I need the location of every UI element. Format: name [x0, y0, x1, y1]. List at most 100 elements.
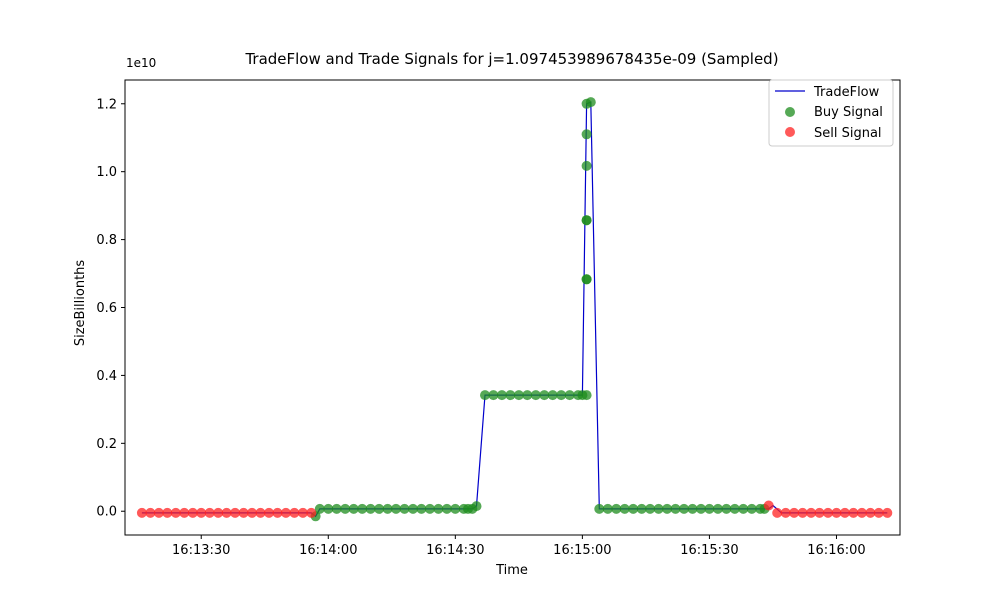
sell-signal-point [280, 507, 291, 518]
buy-signal-point [581, 274, 592, 285]
sell-signal-point [814, 507, 825, 518]
buy-signal-point [357, 503, 368, 514]
sell-signal-point [238, 507, 249, 518]
sell-signal-point [179, 507, 190, 518]
buy-signal-point [687, 503, 698, 514]
buy-signal-point [323, 503, 334, 514]
y-offset-label: 1e10 [126, 56, 156, 70]
buy-signal-point [496, 390, 507, 401]
buy-signal-point [314, 503, 325, 514]
sell-signal-point [806, 507, 817, 518]
buy-signal-point [581, 390, 592, 401]
legend-buy-label: Buy Signal [814, 105, 883, 120]
sell-signal-point [797, 507, 808, 518]
buy-signal-point [522, 390, 533, 401]
buy-signal-point [471, 501, 482, 512]
y-tick-label: 1.0 [96, 165, 117, 180]
buy-signal-point [602, 503, 613, 514]
buy-signal-point [539, 390, 550, 401]
buy-signal-point [581, 160, 592, 171]
sell-signal-point [823, 507, 833, 518]
sell-signal-point [272, 507, 283, 518]
sell-signal-point [204, 507, 215, 518]
y-tick-label: 1.2 [96, 97, 117, 112]
sell-signal-point [780, 507, 791, 518]
chart-title: TradeFlow and Trade Signals for j=1.0974… [244, 50, 778, 68]
sell-signal-point [831, 507, 842, 518]
buy-signal-point [712, 503, 723, 514]
legend-sell-swatch [785, 127, 795, 137]
buy-signal-point [619, 503, 630, 514]
buy-signal-point [556, 390, 567, 401]
sell-signal-point [289, 507, 300, 518]
sell-signal-point [162, 507, 173, 518]
buy-signal-point [729, 503, 740, 514]
legend: TradeFlow Buy Signal Sell Signal [768, 79, 894, 147]
buy-signal-point [636, 503, 647, 514]
sell-signal-point [789, 507, 800, 518]
sell-signal-point [297, 507, 308, 518]
sell-signal-point [196, 507, 207, 518]
x-tick-label: 16:15:30 [680, 543, 738, 558]
buy-signal-point [581, 129, 592, 140]
buy-signal-point [488, 390, 499, 401]
buy-signal-point [416, 503, 427, 514]
sell-signal-point [873, 507, 884, 518]
buy-signal-point [441, 503, 452, 514]
plot-area [136, 97, 893, 522]
buy-signal-point [662, 503, 673, 514]
sell-signal-point [145, 507, 156, 518]
buy-signal-point [594, 503, 605, 514]
buy-signal-point [738, 503, 749, 514]
sell-signal-point [247, 507, 257, 518]
buy-signal-point [505, 390, 516, 401]
buy-signal-point [382, 503, 393, 514]
sell-signal-point [255, 507, 266, 518]
buy-signal-point [628, 503, 639, 514]
buy-signal-point [564, 390, 575, 401]
buy-signal-point [704, 503, 715, 514]
buy-signal-point [374, 503, 385, 514]
sell-signal-point [865, 507, 876, 518]
buy-signal-point [480, 390, 490, 401]
x-tick-label: 16:15:00 [553, 543, 611, 558]
buy-signal-point [433, 503, 444, 514]
buy-signal-point [348, 503, 359, 514]
legend-box [768, 79, 894, 147]
x-tick-label: 16:13:30 [172, 543, 230, 558]
sell-signal-point [213, 507, 224, 518]
legend-tradeflow-label: TradeFlow [813, 85, 880, 100]
buy-signal-point [585, 97, 596, 108]
legend-sell-label: Sell Signal [814, 126, 882, 141]
buy-signal-point [450, 503, 461, 514]
buy-signal-point [424, 503, 435, 514]
buy-signal-point [547, 390, 558, 401]
y-tick-label: 0.6 [96, 301, 117, 316]
sell-signal-point [763, 500, 774, 511]
sell-signal-point [221, 507, 232, 518]
sell-signal-point [772, 507, 783, 518]
sell-signal-point [848, 507, 859, 518]
y-tick-label: 0.8 [96, 233, 117, 248]
y-tick-label: 0.0 [96, 505, 117, 520]
y-tick-label: 0.2 [96, 437, 117, 452]
buy-signal-point [696, 503, 706, 514]
sell-signal-point [306, 507, 317, 518]
buy-signal-point [340, 503, 351, 514]
buy-signal-point [513, 390, 524, 401]
sell-signal-point [839, 507, 850, 518]
sell-signal-point [230, 507, 241, 518]
sell-signal-point [882, 507, 893, 518]
buy-signal-point [679, 503, 689, 514]
buy-signal-point [391, 503, 401, 514]
buy-signal-point [530, 390, 541, 401]
sell-signal-point [153, 507, 164, 518]
x-tick-label: 16:16:00 [807, 543, 865, 558]
buy-signal-point [331, 503, 342, 514]
x-axis-label: Time [495, 563, 528, 578]
sell-signal-point [856, 507, 867, 518]
sell-signal-point [170, 507, 181, 518]
legend-buy-swatch [785, 107, 795, 117]
x-tick-label: 16:14:00 [299, 543, 357, 558]
